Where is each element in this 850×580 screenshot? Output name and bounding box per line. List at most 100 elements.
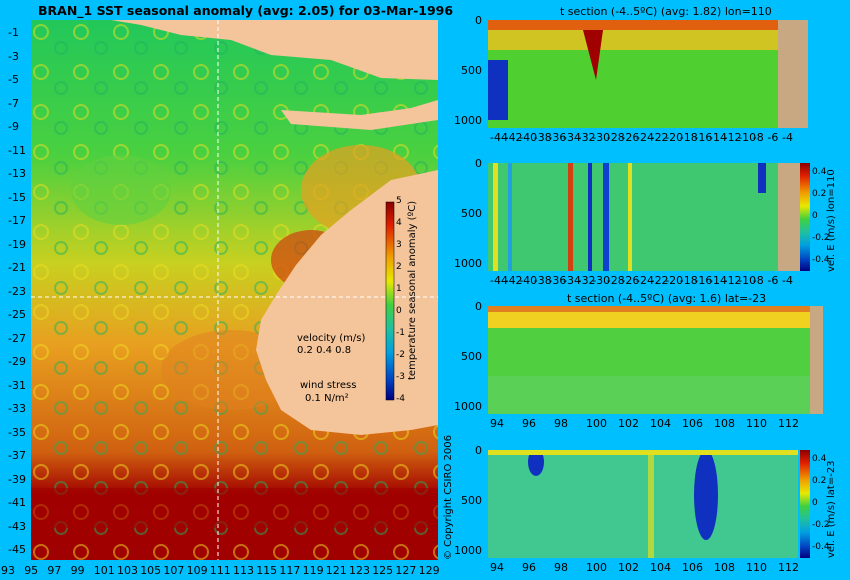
section-x-tick: -32 [577,131,596,144]
map-x-tick: 109 [186,564,208,577]
land-indonesia [111,20,438,80]
map-y-tick: -25 [8,308,26,321]
section-x-tick: -12 [723,274,742,287]
section4-colorbar [800,450,810,558]
section-x-tick: 94 [490,561,504,574]
map-y-tick: -11 [8,143,26,157]
colorbar-tick: -4 [396,394,405,404]
map-x-tick: 123 [349,564,370,577]
copyright: © Copyright CSIRO 2006 [443,435,454,560]
section-y-tick: 1000 [454,544,482,557]
map-x-tick: 101 [93,564,115,577]
section-colorbar-tick: 0.4 [812,454,827,464]
land-lesser-sunda [281,100,438,130]
section1-plot [488,20,808,128]
section-y-tick: 1000 [454,400,482,413]
colorbar-label: temperature seasonal anomaly (ºC) [407,200,418,380]
section-x-tick: -12 [723,131,742,144]
map-y-tick: -17 [8,214,26,227]
section-x-tick: -22 [650,274,669,287]
section3-plot [488,306,823,414]
wind-legend-label: wind stress [300,380,357,391]
map-y-tick: -41 [8,496,26,509]
map-y-tick: -9 [8,120,19,133]
section-y-tick: 0 [475,14,482,27]
section-x-tick: -20 [665,274,684,287]
section-colorbar-tick: 0.4 [812,167,827,177]
map-x-tick: 117 [279,564,301,577]
velocity-legend-values: 0.2 0.4 0.8 [297,345,352,356]
section-x-tick: 96 [522,561,536,574]
section-x-tick: -10 [738,274,757,287]
section-x-tick: -26 [621,131,640,144]
section-x-tick: 104 [650,561,671,574]
map-x-tick: 111 [209,564,231,577]
section1-title: t section (-4..5ºC) (avg: 1.82) lon=110 [560,5,772,18]
section-colorbar-tick: -0.4 [812,255,830,265]
map-x-tick: 107 [163,564,185,577]
section-x-tick: -30 [592,274,611,287]
map-x-tick: 97 [47,564,62,577]
section-x-tick: -44 [490,274,508,287]
section-y-tick: 1000 [454,114,482,127]
map-x-tick: 125 [372,564,394,577]
map-y-tick: -15 [8,190,26,204]
section-x-tick: 106 [682,561,703,574]
section-colorbar-tick: -0.2 [812,233,830,243]
colorbar-tick: 5 [396,196,402,206]
section-x-tick: 108 [714,561,735,574]
map-y-tick: -7 [8,96,19,110]
section-x-tick: -18 [679,131,698,144]
velocity-legend-label: velocity (m/s) [297,333,366,344]
map-y-tick: -21 [8,261,26,274]
section-x-tick: -16 [694,131,713,144]
colorbar [385,201,395,401]
colorbar-tick: 1 [396,284,402,294]
section-x-tick: -28 [606,131,625,144]
colorbar-tick: 0 [396,306,402,316]
section-colorbar-tick: -0.4 [812,542,830,552]
colorbar-tick: -1 [396,328,405,338]
map-y-tick: -1 [8,26,19,39]
colorbar-tick: 4 [396,218,402,228]
map-y-tick: -43 [8,519,26,533]
map-x-tick: 113 [233,564,254,577]
section-x-tick: 102 [618,561,639,574]
section-y-tick: 500 [461,350,482,363]
section-x-tick: 96 [522,417,536,430]
colorbar-tick: 2 [396,262,402,272]
section-x-tick: -22 [650,131,669,144]
section-x-tick: 112 [778,561,799,574]
section-x-tick: -38 [533,131,552,144]
map-y-tick: -19 [8,237,26,251]
section-x-tick: -24 [636,274,654,287]
section-colorbar-tick: -0.2 [812,520,830,530]
section-x-tick: -24 [636,131,654,144]
section-x-tick: -4 [782,131,793,144]
colorbar-tick: 3 [396,240,402,250]
map-x-tick: 127 [395,564,417,577]
map-y-tick: -45 [8,543,26,556]
map-y-tick: -35 [8,425,26,439]
map-y-tick: -3 [8,49,19,63]
section-x-tick: 100 [586,417,607,430]
map-title: BRAN_1 SST seasonal anomaly (avg: 2.05) … [38,3,454,18]
section-x-tick: -14 [709,131,727,144]
section-x-tick: -36 [548,131,567,144]
section-x-tick: -20 [665,131,684,144]
section-colorbar-tick: 0 [812,498,818,508]
section-x-tick: 108 [714,417,735,430]
colorbar-tick: -3 [396,372,405,382]
section-y-tick: 0 [475,444,482,457]
section2-colorbar [800,163,810,271]
map-x-tick: 129 [418,564,440,577]
section-y-tick: 500 [461,64,482,77]
wind-legend-value: 0.1 N/m² [305,393,349,404]
map-y-tick: -13 [8,167,26,180]
map-x-tick: 105 [140,564,162,577]
map-y-tick: -37 [8,449,26,462]
section-x-tick: -30 [592,131,611,144]
section3-title: t section (-4..5ºC) (avg: 1.6) lat=-23 [567,292,767,305]
section-x-tick: -16 [694,274,713,287]
map-y-tick: -33 [8,402,26,415]
